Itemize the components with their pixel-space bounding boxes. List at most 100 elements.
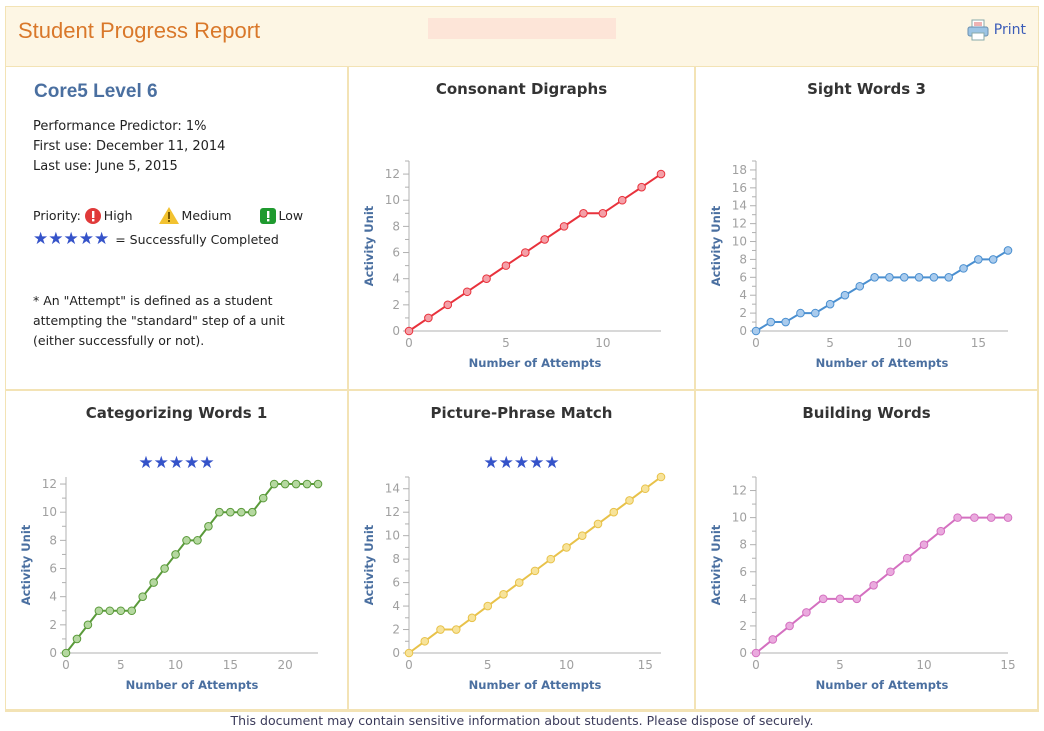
data-point[interactable] bbox=[936, 526, 946, 536]
data-point[interactable] bbox=[61, 648, 71, 658]
data-point[interactable] bbox=[802, 608, 811, 617]
data-point[interactable] bbox=[302, 479, 312, 489]
data-point[interactable] bbox=[72, 634, 82, 644]
data-point[interactable] bbox=[579, 209, 588, 218]
data-point[interactable] bbox=[467, 613, 477, 623]
data-point[interactable] bbox=[902, 553, 912, 563]
data-point[interactable] bbox=[514, 578, 524, 587]
data-point[interactable] bbox=[160, 564, 169, 573]
data-point[interactable] bbox=[986, 513, 996, 522]
data-point[interactable] bbox=[269, 479, 279, 489]
data-point[interactable] bbox=[280, 479, 290, 489]
data-point[interactable] bbox=[988, 255, 998, 264]
data-point[interactable] bbox=[959, 264, 968, 273]
data-point[interactable] bbox=[914, 273, 924, 282]
data-point[interactable] bbox=[886, 567, 895, 577]
data-point[interactable] bbox=[656, 472, 666, 482]
data-point[interactable] bbox=[593, 519, 603, 529]
data-point[interactable] bbox=[785, 621, 794, 631]
data-point[interactable] bbox=[521, 248, 530, 257]
data-point[interactable] bbox=[751, 648, 761, 658]
data-point[interactable] bbox=[443, 300, 453, 310]
data-point[interactable] bbox=[885, 273, 894, 282]
line-chart: 0 2 4 6 8 10 12 0 5 10 Number of Attempts Activity … bbox=[362, 160, 666, 370]
y-tick-label: 16 bbox=[732, 181, 747, 195]
data-point[interactable] bbox=[424, 313, 433, 323]
data-point[interactable] bbox=[313, 479, 323, 489]
data-point[interactable] bbox=[237, 507, 246, 517]
data-point[interactable] bbox=[598, 209, 608, 218]
data-point[interactable] bbox=[562, 543, 571, 552]
data-point[interactable] bbox=[970, 513, 979, 522]
y-axis-label: Activity Unit bbox=[19, 524, 33, 605]
line-chart: 0 2 4 6 8 10 12 14 16 18 0 5 10 15 Number of Attempts A… bbox=[709, 160, 1013, 370]
data-point[interactable] bbox=[559, 222, 569, 231]
data-point[interactable] bbox=[404, 648, 414, 658]
data-point[interactable] bbox=[609, 507, 619, 517]
data-point[interactable] bbox=[870, 273, 879, 282]
data-point[interactable] bbox=[899, 273, 909, 282]
data-point[interactable] bbox=[825, 299, 835, 309]
line-chart: 0 2 4 6 8 10 12 0 5 10 15 20 Number of Attempts Activ… bbox=[19, 477, 323, 692]
data-point[interactable] bbox=[855, 281, 865, 291]
data-point[interactable] bbox=[204, 521, 213, 531]
data-point[interactable] bbox=[501, 261, 511, 270]
data-point[interactable] bbox=[840, 290, 850, 300]
data-point[interactable] bbox=[768, 635, 778, 644]
data-point[interactable] bbox=[810, 308, 820, 318]
data-point[interactable] bbox=[436, 625, 445, 634]
x-axis-label: Number of Attempts bbox=[469, 356, 602, 370]
data-point[interactable] bbox=[420, 636, 430, 646]
data-point[interactable] bbox=[919, 540, 929, 549]
data-point[interactable] bbox=[171, 550, 180, 559]
data-point[interactable] bbox=[751, 326, 761, 336]
data-point[interactable] bbox=[482, 274, 491, 283]
data-point[interactable] bbox=[852, 594, 862, 604]
data-point[interactable] bbox=[83, 620, 93, 630]
y-tick-label: 12 bbox=[732, 217, 747, 231]
data-point[interactable] bbox=[138, 592, 147, 601]
data-point[interactable] bbox=[546, 554, 556, 564]
data-point[interactable] bbox=[1003, 246, 1013, 255]
data-point[interactable] bbox=[953, 513, 962, 522]
data-point[interactable] bbox=[127, 606, 137, 616]
data-point[interactable] bbox=[462, 287, 472, 297]
data-point[interactable] bbox=[781, 317, 790, 327]
data-point[interactable] bbox=[215, 507, 224, 517]
data-point[interactable] bbox=[149, 578, 158, 587]
data-point[interactable] bbox=[625, 496, 634, 505]
data-point[interactable] bbox=[637, 182, 646, 192]
data-point[interactable] bbox=[258, 493, 268, 503]
data-point[interactable] bbox=[105, 606, 115, 616]
data-point[interactable] bbox=[404, 326, 414, 336]
data-point[interactable] bbox=[617, 195, 627, 205]
data-point[interactable] bbox=[451, 625, 461, 634]
y-tick-label: 14 bbox=[385, 482, 400, 496]
data-point[interactable] bbox=[182, 536, 191, 545]
data-point[interactable] bbox=[499, 590, 508, 599]
data-point[interactable] bbox=[193, 536, 202, 545]
data-point[interactable] bbox=[835, 594, 845, 604]
data-point[interactable] bbox=[929, 273, 939, 282]
attempt-note-line-3: (either successfully or not). bbox=[33, 333, 205, 348]
print-button[interactable]: Print bbox=[967, 19, 1026, 41]
data-point[interactable] bbox=[577, 531, 587, 540]
data-point[interactable] bbox=[974, 255, 983, 264]
data-point[interactable] bbox=[291, 479, 301, 489]
data-point[interactable] bbox=[640, 484, 650, 494]
x-tick-label: 15 bbox=[223, 658, 238, 672]
data-point[interactable] bbox=[796, 308, 805, 318]
data-point[interactable] bbox=[656, 169, 666, 179]
data-point[interactable] bbox=[869, 581, 878, 590]
data-point[interactable] bbox=[766, 317, 776, 327]
data-point[interactable] bbox=[94, 606, 104, 616]
data-point[interactable] bbox=[944, 273, 954, 282]
data-point[interactable] bbox=[247, 507, 257, 517]
data-point[interactable] bbox=[530, 566, 540, 576]
data-point[interactable] bbox=[116, 606, 126, 616]
data-point[interactable] bbox=[540, 235, 549, 244]
data-point[interactable] bbox=[226, 507, 235, 517]
data-point[interactable] bbox=[483, 601, 493, 611]
data-point[interactable] bbox=[1003, 513, 1013, 522]
data-point[interactable] bbox=[818, 594, 828, 604]
